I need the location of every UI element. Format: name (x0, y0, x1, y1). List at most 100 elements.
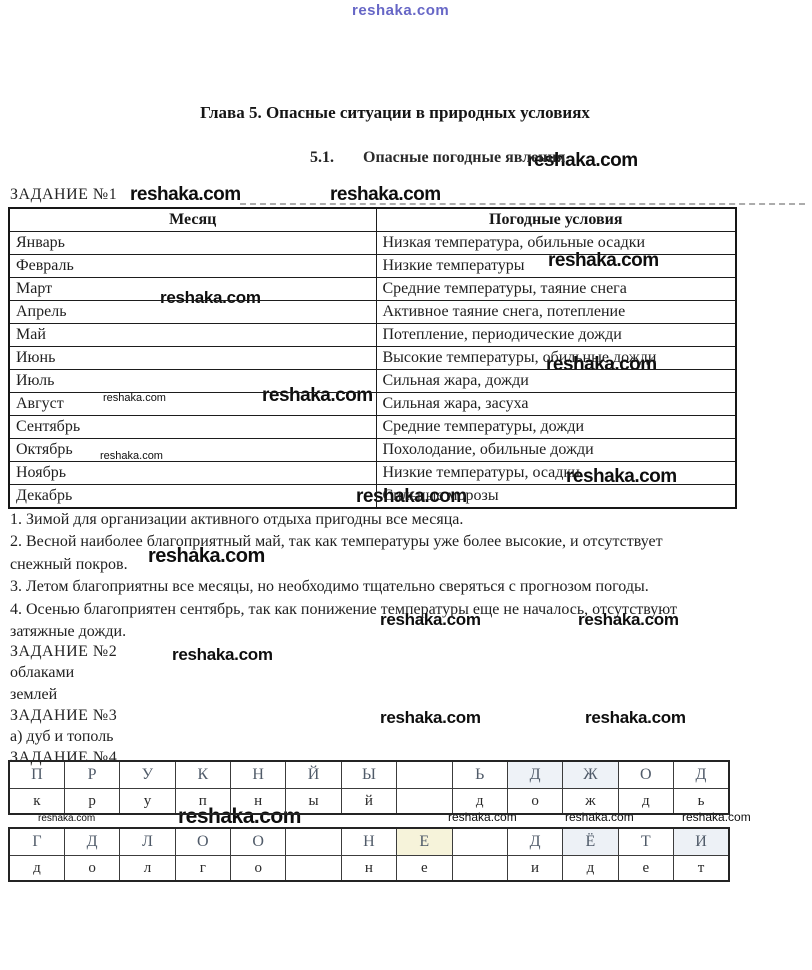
answer-line: 1. Зимой для организации активного отдых… (10, 511, 464, 528)
grid-cell: Ь (451, 760, 508, 789)
month-cell: Март (8, 277, 377, 301)
watermark: reshaka.com (130, 184, 241, 205)
grid-cell: д (617, 788, 675, 815)
grid-cell: о (229, 855, 287, 882)
watermark: reshaka.com (578, 610, 679, 629)
grid-cell: п (174, 788, 232, 815)
answer-line: 4. Осенью благоприятен сентябрь, так как… (10, 600, 678, 618)
watermark: reshaka.com (380, 610, 481, 629)
table-row: Октябрь Похолодание, обильные дожди (8, 438, 737, 462)
grid-cell: И (673, 827, 730, 856)
column-header-month: Месяц (8, 207, 377, 232)
watermark: reshaka.com (352, 2, 450, 19)
answer-line: снежный покров. (10, 555, 128, 573)
month-cell: Июль (8, 369, 377, 393)
grid-cell: г (174, 855, 232, 882)
column-header-conditions: Погодные условия (375, 207, 737, 232)
grid-cell: Д (673, 760, 730, 789)
answer-line: 3. Летом благоприятны все месяцы, но нео… (10, 578, 649, 596)
task2-answer-line: облаками (10, 664, 75, 682)
scrambled-letters-row: П Р У К Н Й Ы Ь Д Ж О Д (8, 760, 730, 789)
table-row: Март Средние температуры, таяние снега (8, 277, 737, 301)
answer-letters-row: к р у п н ы й д о ж д ь (8, 788, 730, 815)
grid-cell: ы (285, 788, 342, 815)
grid-cell: е (617, 855, 675, 882)
conditions-cell: Высокие температуры, обильные дожди (375, 346, 737, 370)
month-cell: Ноябрь (8, 461, 377, 485)
task3-label: ЗАДАНИЕ №3 (10, 706, 118, 724)
section-title: Опасные погодные явления (363, 149, 566, 166)
conditions-cell: Низкие температуры, осадки (375, 461, 737, 485)
scan-artifact-dashes (240, 203, 805, 205)
scrambled-letters-row: Г Д Л О О Н Е Д Ё Т И (8, 827, 730, 856)
watermark: reshaka.com (585, 708, 686, 727)
watermark: reshaka.com (380, 708, 481, 727)
task2-answer-line: землей (10, 685, 58, 703)
grid-cell: Н (340, 827, 398, 856)
grid-cell: О (174, 827, 232, 856)
grid-cell (396, 788, 453, 815)
grid-cell: д (8, 855, 65, 882)
conditions-cell: Активное таяние снега, потепление (375, 300, 737, 324)
grid-cell: о (506, 788, 564, 815)
grid-cell (451, 827, 508, 856)
table-row: Июнь Высокие температуры, обильные дожди (8, 346, 737, 370)
grid-cell: н (229, 788, 287, 815)
month-cell: Август (8, 392, 377, 416)
table-row: Сентябрь Средние температуры, дожди (8, 415, 737, 439)
grid-cell: Ё (562, 827, 619, 856)
conditions-cell: Сильная жара, засуха (375, 392, 737, 416)
grid-cell: Р (63, 760, 121, 789)
answer-letters-row: д о л г о н е и д е т (8, 855, 730, 882)
grid-cell: Л (119, 827, 176, 856)
task3-answer-line: а) дуб и тополь (10, 728, 114, 746)
grid-cell: Т (617, 827, 675, 856)
conditions-cell: Низкие температуры (375, 254, 737, 278)
month-cell: Октябрь (8, 438, 377, 462)
grid-cell: Г (8, 827, 65, 856)
grid-cell (396, 760, 453, 789)
task4-letter-grid-2: Г Д Л О О Н Е Д Ё Т И д о л г о н е и д … (8, 827, 730, 882)
watermark: reshaka.com (330, 184, 441, 205)
conditions-cell: Средние температуры, дожди (375, 415, 737, 439)
weather-table: Месяц Погодные условия Январь Низкая темп… (8, 207, 737, 509)
task1-label: ЗАДАНИЕ №1 (10, 186, 118, 203)
grid-cell: т (673, 855, 730, 882)
grid-cell: у (119, 788, 176, 815)
month-cell: Сентябрь (8, 415, 377, 439)
grid-cell: П (8, 760, 65, 789)
conditions-cell: Потепление, периодические дожди (375, 323, 737, 347)
grid-cell: о (63, 855, 121, 882)
grid-cell: ж (562, 788, 619, 815)
month-cell: Январь (8, 231, 377, 255)
table-row: Ноябрь Низкие температуры, осадки (8, 461, 737, 485)
watermark: reshaka.com (172, 645, 273, 664)
month-cell: Декабрь (8, 484, 377, 509)
grid-cell: н (340, 855, 398, 882)
grid-cell: О (229, 827, 287, 856)
grid-cell: О (617, 760, 675, 789)
table-row: Январь Низкая температура, обильные осадк… (8, 231, 737, 255)
task4-letter-grid-1: П Р У К Н Й Ы Ь Д Ж О Д к р у п н ы й д … (8, 760, 730, 815)
table-row: Август Сильная жара, засуха (8, 392, 737, 416)
table-row: Июль Сильная жара, дожди (8, 369, 737, 393)
month-cell: Апрель (8, 300, 377, 324)
grid-cell: й (340, 788, 398, 815)
grid-cell (451, 855, 508, 882)
table-row: Апрель Активное таяние снега, потепление (8, 300, 737, 324)
grid-cell: д (562, 855, 619, 882)
grid-cell: К (174, 760, 232, 789)
conditions-cell: Сильная жара, дожди (375, 369, 737, 393)
section-number: 5.1. (310, 149, 334, 166)
conditions-cell: Средние температуры, таяние снега (375, 277, 737, 301)
grid-cell: е (396, 855, 453, 882)
grid-cell: д (451, 788, 508, 815)
grid-cell: Ы (340, 760, 398, 789)
table-row: Май Потепление, периодические дожди (8, 323, 737, 347)
grid-cell: Й (285, 760, 342, 789)
tasks-2-3-4-block: ЗАДАНИЕ №2 облаками землей ЗАДАНИЕ №3 а)… (10, 641, 117, 769)
grid-cell: Д (506, 827, 564, 856)
answer-line: затяжные дожди. (10, 623, 127, 641)
grid-cell: л (119, 855, 176, 882)
grid-cell: р (63, 788, 121, 815)
